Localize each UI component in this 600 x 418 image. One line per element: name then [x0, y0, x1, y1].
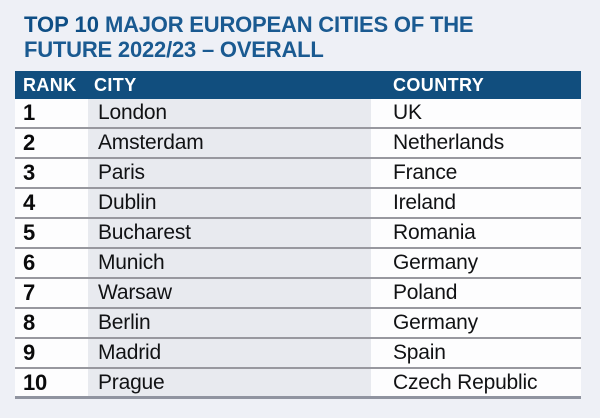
page-title: TOP 10 MAJOR EUROPEAN CITIES OF THE FUTU… — [24, 12, 584, 62]
city-cell: Amsterdam — [88, 129, 371, 157]
country-cell: Romania — [371, 219, 581, 247]
rank-cell: 8 — [15, 309, 88, 337]
rank-cell: 6 — [15, 249, 88, 277]
country-cell: Poland — [371, 279, 581, 307]
table-row: 2 Amsterdam Netherlands — [15, 129, 581, 159]
country-cell: Ireland — [371, 189, 581, 217]
table-row: 9 Madrid Spain — [15, 339, 581, 369]
country-cell: France — [371, 159, 581, 187]
city-cell: Madrid — [88, 339, 371, 367]
city-cell: Prague — [88, 369, 371, 396]
rank-cell: 10 — [15, 369, 88, 396]
rank-cell: 1 — [15, 99, 88, 127]
country-cell: Czech Republic — [371, 369, 581, 396]
table-row: 4 Dublin Ireland — [15, 189, 581, 219]
title-line1-rest: MAJOR EUROPEAN CITIES OF THE — [104, 12, 474, 37]
city-cell: London — [88, 99, 371, 127]
rank-cell: 4 — [15, 189, 88, 217]
country-cell: Germany — [371, 249, 581, 277]
country-cell: Netherlands — [371, 129, 581, 157]
rank-cell: 5 — [15, 219, 88, 247]
city-cell: Warsaw — [88, 279, 371, 307]
city-cell: Dublin — [88, 189, 371, 217]
title-bold: TOP 10 — [24, 12, 100, 37]
header-cell-rank: RANK — [23, 74, 77, 95]
title-line1: TOP 10 MAJOR EUROPEAN CITIES OF THE — [24, 12, 474, 37]
country-cell: Germany — [371, 309, 581, 337]
city-cell: Berlin — [88, 309, 371, 337]
table-header-row: RANK CITY COUNTRY — [15, 71, 581, 99]
rank-cell: 3 — [15, 159, 88, 187]
header-cell-city: CITY — [94, 74, 137, 95]
table-row: 10 Prague Czech Republic — [15, 369, 581, 399]
city-cell: Munich — [88, 249, 371, 277]
table-row: 6 Munich Germany — [15, 249, 581, 279]
header-cell-country: COUNTRY — [393, 74, 485, 95]
table-row: 5 Bucharest Romania — [15, 219, 581, 249]
rank-cell: 9 — [15, 339, 88, 367]
title-line2: FUTURE 2022/23 – OVERALL — [24, 37, 324, 62]
country-cell: Spain — [371, 339, 581, 367]
city-cell: Bucharest — [88, 219, 371, 247]
ranking-table: RANK CITY COUNTRY 1 London UK 2 Amsterda… — [15, 71, 581, 399]
table-row: 3 Paris France — [15, 159, 581, 189]
table-row: 7 Warsaw Poland — [15, 279, 581, 309]
rank-cell: 7 — [15, 279, 88, 307]
country-cell: UK — [371, 99, 581, 127]
city-cell: Paris — [88, 159, 371, 187]
rank-cell: 2 — [15, 129, 88, 157]
table-row: 1 London UK — [15, 99, 581, 129]
table-row: 8 Berlin Germany — [15, 309, 581, 339]
